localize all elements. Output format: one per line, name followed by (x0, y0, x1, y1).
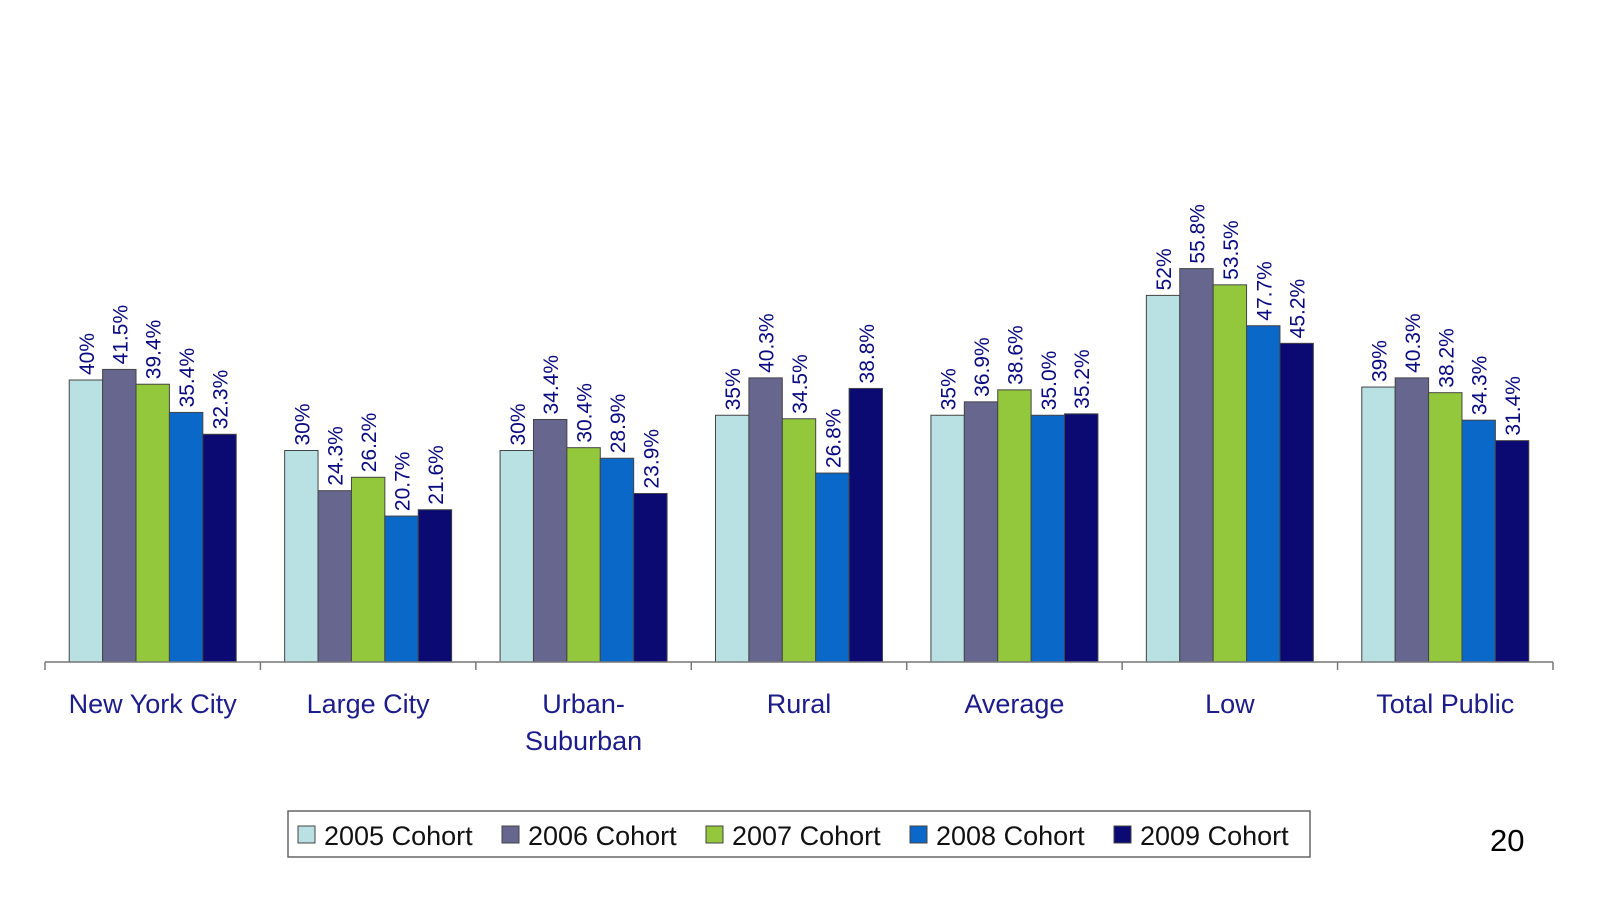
bar (1246, 325, 1281, 663)
bar (599, 457, 635, 663)
bar (715, 414, 750, 663)
bar (202, 433, 237, 663)
legend-swatch (705, 825, 724, 844)
bar (1030, 414, 1066, 663)
bar (350, 476, 386, 663)
bar (566, 447, 601, 663)
data-label: 40.3% (756, 313, 779, 373)
bar (1279, 342, 1314, 663)
legend-swatch (909, 825, 928, 844)
bar (1212, 284, 1248, 663)
data-label: 26.8% (822, 409, 845, 469)
category-label: Average (964, 689, 1064, 719)
legend: 2005 Cohort 2006 Cohort 2007 Cohort 2008 Co… (287, 810, 1311, 858)
data-label: 32.3% (210, 370, 233, 430)
data-label: 40.3% (1402, 313, 1425, 373)
page-number: 20 (1490, 823, 1524, 858)
bar (1494, 440, 1530, 663)
bar (317, 490, 352, 663)
bar (1179, 268, 1214, 663)
data-label: 30.4% (574, 383, 597, 443)
category-label: Total Public (1376, 689, 1514, 719)
data-label: 31.4% (1502, 376, 1525, 436)
bar (781, 418, 817, 663)
data-label: 40% (76, 333, 99, 375)
bar (1461, 419, 1496, 663)
data-label: 34.4% (540, 355, 563, 415)
bar (102, 368, 137, 663)
data-label: 36.9% (971, 337, 994, 397)
bar (1394, 377, 1430, 663)
legend-box (287, 810, 1311, 858)
legend-swatch (297, 825, 316, 844)
category-label: Rural (767, 689, 832, 719)
data-label: 38.2% (1435, 328, 1458, 388)
bar (815, 472, 850, 663)
data-label: 47.7% (1253, 261, 1276, 321)
bar (1145, 294, 1181, 663)
legend-label: 2008 Cohort (936, 821, 1085, 851)
data-label: 39.4% (143, 320, 166, 380)
data-label: 24.3% (325, 426, 348, 486)
data-label: 21.6% (425, 445, 448, 505)
data-label: 52% (1153, 248, 1176, 290)
bar (417, 509, 453, 663)
data-label: 38.6% (1004, 325, 1027, 385)
bar (1064, 413, 1099, 663)
bar (997, 389, 1032, 663)
data-label: 35% (722, 368, 745, 410)
data-label: 35% (938, 368, 961, 410)
bar (499, 450, 534, 663)
data-label: 23.9% (640, 429, 663, 489)
legend-label: 2006 Cohort (528, 821, 677, 851)
bar (384, 515, 419, 663)
data-label: 30% (291, 403, 314, 445)
data-label: 26.2% (358, 413, 381, 473)
data-labels-layer: 40% 41.5% 39.4% 35.4% 32.3% 30% 24.3% 26.2% 20.7… (76, 204, 1525, 511)
category-label: Urban-Suburban (525, 689, 642, 756)
bars-layer (68, 268, 1530, 663)
x-axis: New York City Large City Urban-Suburban Rur… (44, 661, 1554, 756)
data-label: 35.4% (176, 348, 199, 408)
bar (284, 450, 319, 663)
legend-label: 2005 Cohort (324, 821, 473, 851)
bar (532, 418, 568, 663)
bar (135, 383, 170, 663)
bar (1428, 392, 1463, 663)
data-label: 53.5% (1220, 220, 1243, 280)
data-label: 30% (507, 403, 530, 445)
category-label: Low (1205, 689, 1255, 719)
legend-label: 2009 Cohort (1140, 821, 1289, 851)
category-label: New York City (69, 689, 238, 719)
data-label: 45.2% (1287, 279, 1310, 339)
bar (168, 411, 204, 663)
bar (748, 377, 783, 663)
data-label: 34.5% (789, 354, 812, 414)
data-label: 20.7% (392, 452, 415, 512)
bar (963, 401, 999, 663)
data-label: 34.3% (1469, 356, 1492, 416)
bar (930, 414, 965, 663)
category-label: Large City (307, 689, 431, 719)
bar (848, 387, 883, 663)
legend-label: 2007 Cohort (732, 821, 881, 851)
bar (1361, 386, 1396, 663)
data-label: 38.8% (856, 324, 879, 384)
legend-swatch (501, 825, 520, 844)
data-label: 55.8% (1186, 204, 1209, 264)
bar (633, 493, 668, 663)
data-label: 35.2% (1071, 349, 1094, 409)
bar (68, 379, 104, 663)
data-label: 41.5% (109, 305, 132, 365)
data-label: 28.9% (607, 394, 630, 454)
legend-swatch (1113, 825, 1132, 844)
data-label: 39% (1368, 340, 1391, 382)
data-label: 35.0% (1038, 351, 1061, 411)
